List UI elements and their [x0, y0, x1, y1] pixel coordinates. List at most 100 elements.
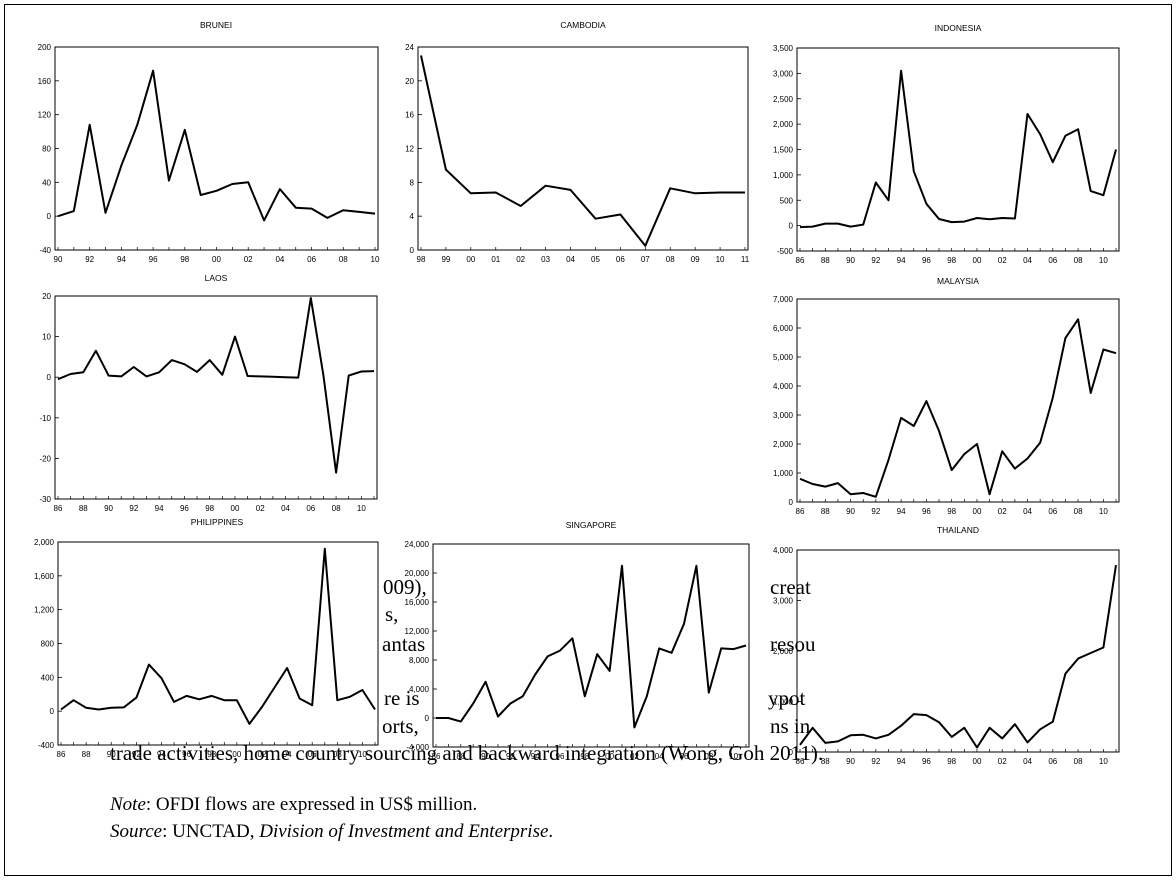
- x-tick-label: 10: [1099, 507, 1108, 516]
- x-tick-label: 92: [85, 255, 94, 264]
- x-tick-label: 06: [308, 750, 317, 759]
- y-tick-label: 4: [410, 212, 415, 221]
- y-tick-label: 16: [405, 111, 414, 120]
- y-tick-label: 1,500: [773, 146, 794, 155]
- y-tick-label: 2,000: [34, 538, 55, 547]
- x-tick-label: 94: [531, 752, 540, 761]
- x-tick-label: 92: [871, 757, 880, 766]
- y-tick-label: 3,000: [773, 69, 794, 78]
- x-tick-label: 10: [1099, 256, 1108, 265]
- chart-title: SINGAPORE: [566, 520, 617, 530]
- x-tick-label: 08: [332, 504, 341, 513]
- y-tick-label: 12,000: [405, 627, 430, 636]
- y-tick-label: 0: [789, 222, 794, 231]
- x-tick-label: 10: [729, 752, 738, 761]
- x-tick-label: 08: [1074, 757, 1083, 766]
- x-tick-label: 04: [275, 255, 284, 264]
- x-tick-label: 04: [566, 255, 575, 264]
- y-tick-label: -400: [38, 741, 55, 750]
- x-tick-label: 00: [973, 256, 982, 265]
- y-tick-label: 4,000: [409, 685, 430, 694]
- x-tick-label: 06: [680, 752, 689, 761]
- plot-frame: [417, 46, 749, 251]
- y-tick-label: 0: [47, 212, 52, 221]
- x-tick-label: 00: [212, 255, 221, 264]
- x-tick-label: 94: [897, 256, 906, 265]
- y-tick-label: 0: [410, 246, 415, 255]
- y-tick-label: 0: [47, 373, 52, 382]
- y-tick-label: 2,500: [773, 95, 794, 104]
- x-tick-label: 90: [846, 256, 855, 265]
- x-tick-label: 92: [129, 504, 138, 513]
- x-tick-label: 06: [307, 255, 316, 264]
- x-tick-label: 07: [641, 255, 650, 264]
- x-tick-label: 90: [846, 757, 855, 766]
- x-tick-label: 04: [283, 750, 292, 759]
- y-tick-label: 0: [789, 748, 794, 757]
- series-line: [57, 69, 376, 222]
- x-tick-label: 98: [947, 507, 956, 516]
- x-tick-label: 94: [897, 507, 906, 516]
- x-tick-label: 98: [180, 255, 189, 264]
- x-tick-label: 86: [54, 504, 63, 513]
- x-tick-label: 02: [998, 507, 1007, 516]
- chart-brunei: BRUNEI -40 0 40 80 120 160 200 90 92 94 96 98 00 02 04 0…: [38, 20, 380, 264]
- source-label: Source: [110, 821, 163, 842]
- y-tick-label: 6,000: [773, 324, 794, 333]
- x-tick-label: 96: [922, 757, 931, 766]
- x-tick-label: 00: [232, 750, 241, 759]
- y-tick-label: 20,000: [405, 569, 430, 578]
- chart-title: PHILIPPINES: [191, 517, 244, 527]
- y-tick-label: 160: [38, 77, 52, 86]
- x-tick-label: 04: [1023, 256, 1032, 265]
- x-tick-label: 90: [846, 507, 855, 516]
- y-tick-label: 80: [42, 145, 51, 154]
- x-tick-label: 90: [104, 504, 113, 513]
- source-end: .: [548, 821, 554, 842]
- y-tick-label: 1,000: [773, 698, 794, 707]
- series-line: [436, 564, 747, 729]
- y-tick-label: 400: [41, 673, 55, 682]
- x-tick-label: 88: [821, 507, 830, 516]
- x-tick-label: 94: [117, 255, 126, 264]
- y-tick-label: 24,000: [405, 540, 430, 549]
- x-tick-label: 06: [306, 504, 315, 513]
- figure-frame: [4, 4, 1172, 876]
- chart-indonesia: INDONESIA -500 0 500 1,000 1,500 2,000 2,500 3,0…: [773, 23, 1120, 265]
- x-tick-label: 00: [973, 757, 982, 766]
- y-tick-label: 10: [42, 333, 51, 342]
- x-tick-label: 92: [871, 507, 880, 516]
- series-line: [799, 564, 1117, 749]
- note-line: Note: OFDI flows are expressed in US$ mi…: [110, 795, 477, 814]
- x-tick-label: 88: [456, 752, 465, 761]
- x-tick-label: 90: [107, 750, 116, 759]
- x-tick-label: 02: [256, 504, 265, 513]
- series-line: [57, 297, 375, 474]
- x-tick-label: 86: [796, 507, 805, 516]
- plot-frame: [796, 549, 1120, 753]
- y-tick-label: 3,000: [773, 597, 794, 606]
- y-tick-label: 800: [41, 640, 55, 649]
- chart-malaysia: MALAYSIA 0 1,000 2,000 3,000 4,000 5,000 6,000 7…: [773, 276, 1120, 516]
- y-tick-label: 3,000: [773, 411, 794, 420]
- x-tick-label: 00: [231, 504, 240, 513]
- y-tick-label: 8,000: [409, 656, 430, 665]
- chart-singapore: SINGAPORE -4,000 0 4,000 8,000 12,000 16,000 20…: [405, 520, 750, 761]
- x-tick-label: 90: [481, 752, 490, 761]
- x-tick-label: 00: [973, 507, 982, 516]
- series-line: [799, 318, 1117, 498]
- x-tick-label: 04: [655, 752, 664, 761]
- x-tick-label: 08: [1074, 256, 1083, 265]
- x-tick-label: 00: [605, 752, 614, 761]
- y-tick-label: 4,000: [773, 546, 794, 555]
- x-tick-label: 98: [947, 256, 956, 265]
- y-tick-label: -10: [39, 414, 51, 423]
- x-tick-label: 94: [897, 757, 906, 766]
- x-tick-label: 96: [922, 256, 931, 265]
- note-label: Note: [110, 794, 146, 815]
- chart-title: CAMBODIA: [560, 20, 606, 30]
- x-tick-label: 01: [491, 255, 500, 264]
- plot-frame: [796, 298, 1120, 503]
- x-tick-label: 02: [998, 256, 1007, 265]
